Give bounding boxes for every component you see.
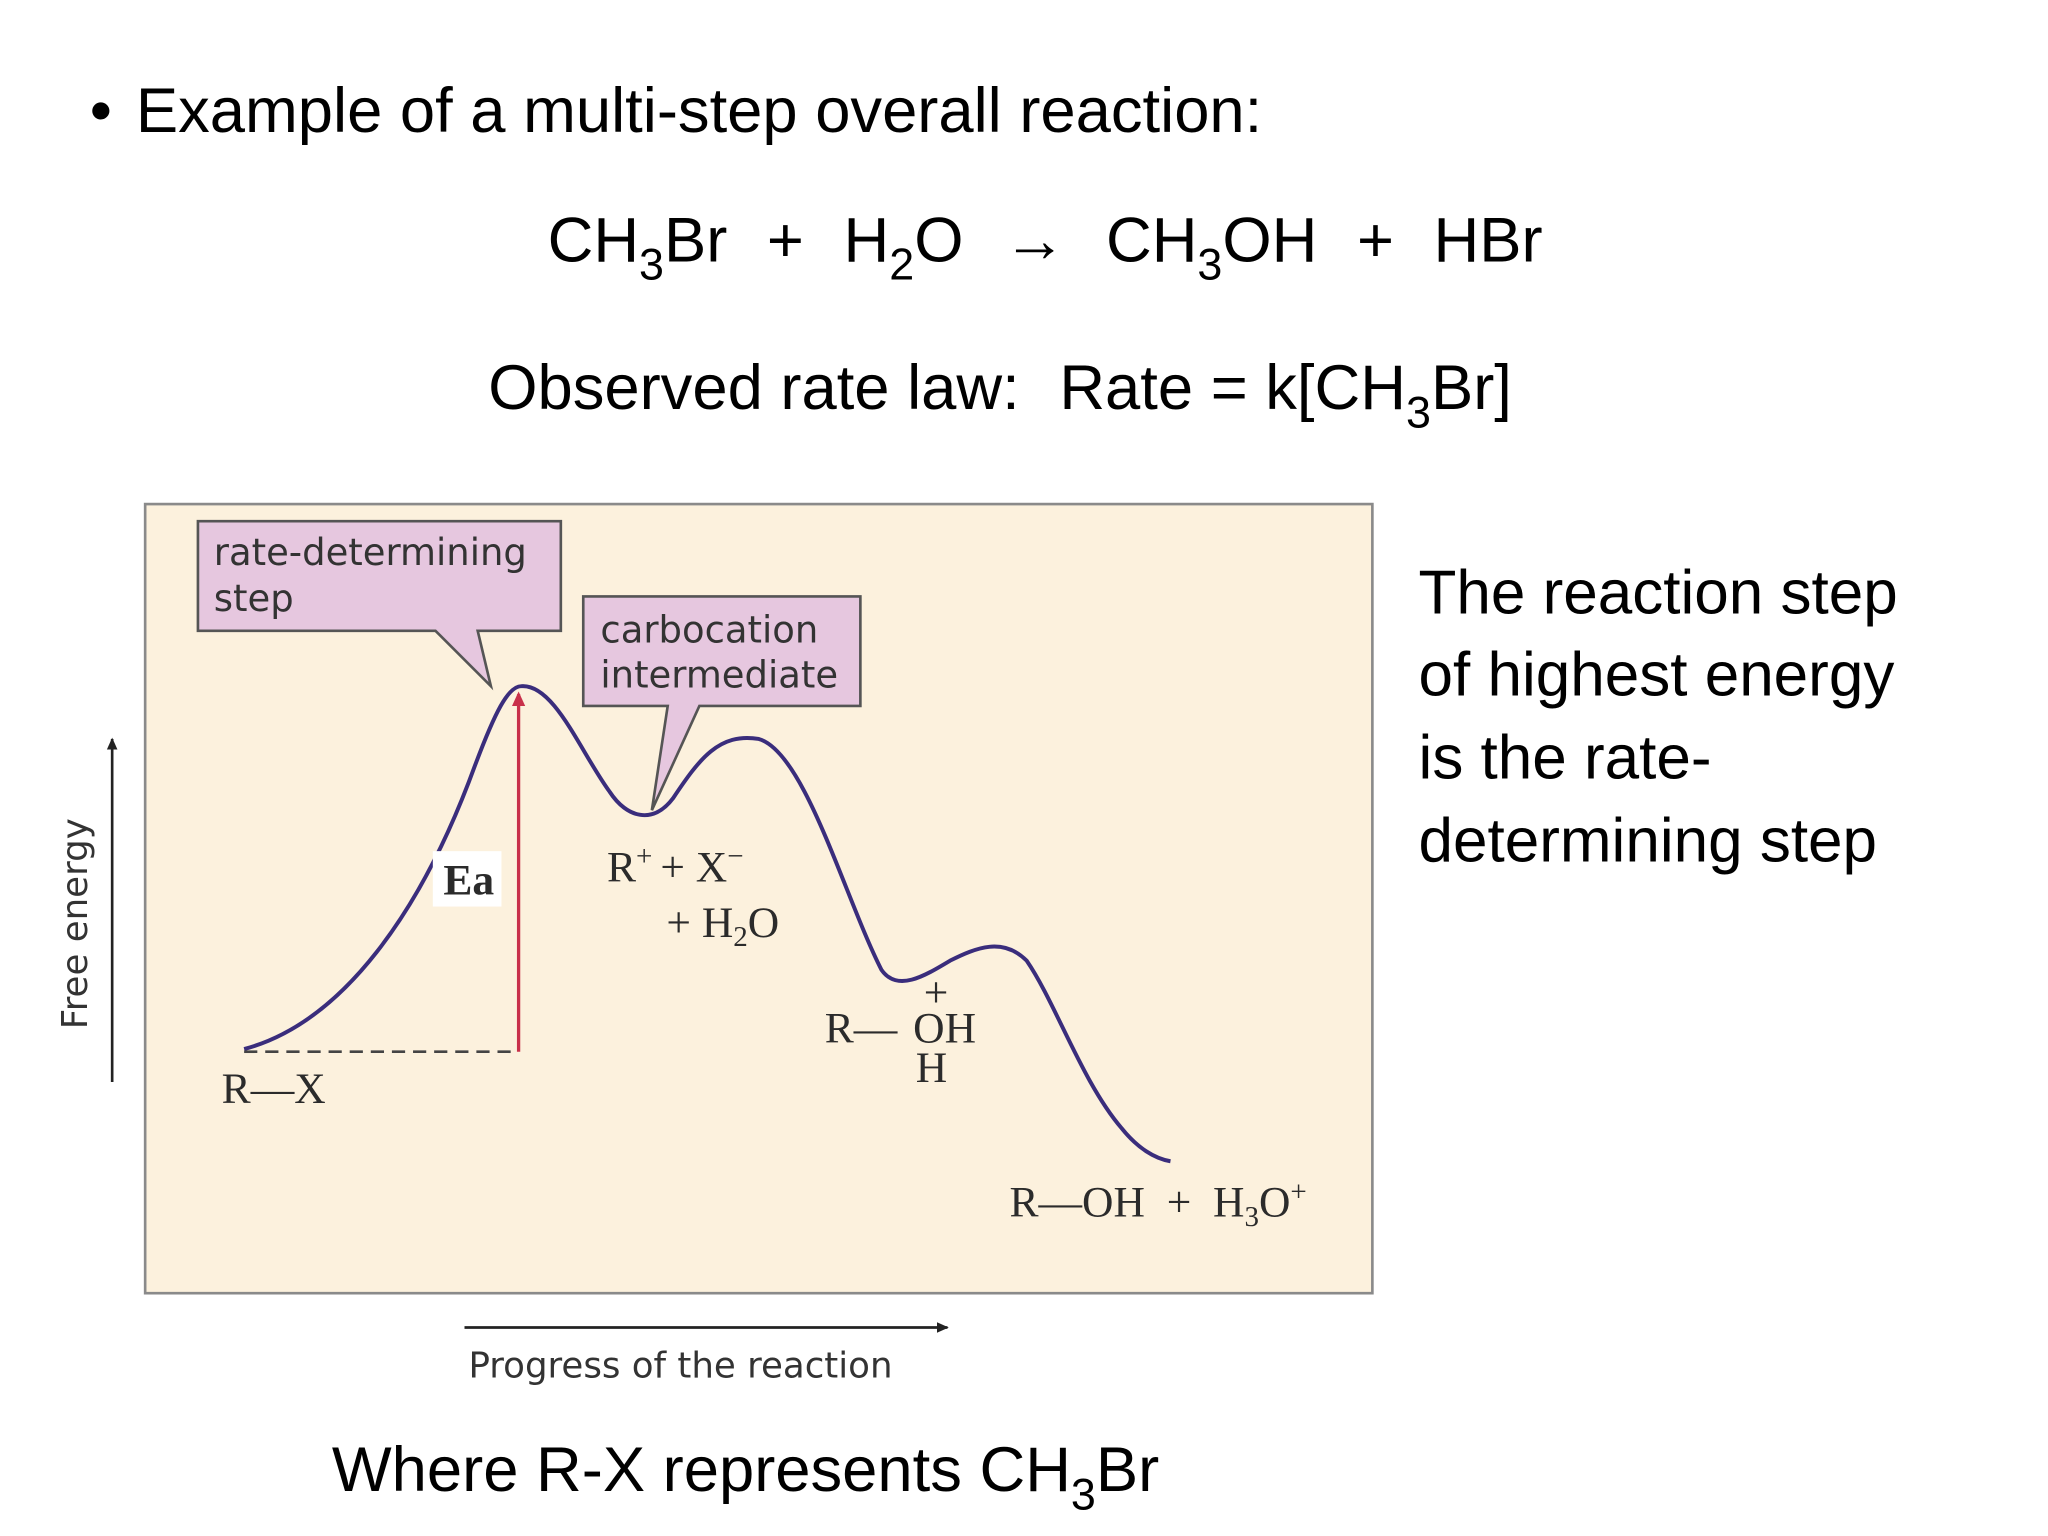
slide-text: • Example of a multi-step overall reacti… <box>90 76 1898 1520</box>
superscript: + <box>924 969 949 1017</box>
energy-diagram: rate-determining step carbocation interm… <box>55 502 1374 1387</box>
subscript: 2 <box>889 239 914 290</box>
operator: + <box>767 205 804 275</box>
products: R—OH + H3O+ <box>1009 1176 1306 1233</box>
rate-law-expression: Br] <box>1431 353 1512 423</box>
protonated: H <box>916 1044 947 1092</box>
species: + H <box>666 899 733 947</box>
callout <box>196 519 563 691</box>
footer-text: Br <box>1096 1435 1159 1505</box>
callout-text: carbocation <box>600 609 818 652</box>
species: O <box>748 899 779 947</box>
subscript: 3 <box>1406 387 1431 438</box>
superscript: + <box>636 841 652 873</box>
protonated: OH <box>913 1004 976 1052</box>
arrow: → <box>1003 205 1066 275</box>
formula: OH <box>1222 205 1317 275</box>
x-axis-label: Progress of the reaction <box>468 1346 892 1387</box>
formula: H <box>844 205 890 275</box>
subscript: 3 <box>1244 1201 1259 1233</box>
callout-text: intermediate <box>600 654 838 697</box>
formula: O <box>914 205 963 275</box>
footer-text: Where R-X represents CH <box>332 1435 1071 1505</box>
subscript: 3 <box>639 239 664 290</box>
species: R—OH + H <box>1009 1179 1244 1227</box>
note-line: determining step <box>1419 807 1878 876</box>
rate-law-expression: Rate = k[CH <box>1059 353 1406 423</box>
heading: Example of a multi-step overall reaction… <box>136 76 1262 146</box>
formula: CH <box>1106 205 1197 275</box>
rate-law: Observed rate law: Rate = k[CH3Br] <box>488 353 1512 437</box>
note-line: of highest energy <box>1419 640 1895 709</box>
callout <box>581 595 862 811</box>
rate-law-label: Observed rate law: <box>488 353 1020 423</box>
footer: Where R-X represents CH3Br <box>332 1435 1159 1519</box>
callout-text: step <box>214 577 294 620</box>
subscript: 2 <box>733 921 748 953</box>
formula: Br <box>664 205 727 275</box>
protonated: R— <box>825 1004 898 1052</box>
formula: HBr <box>1434 205 1543 275</box>
species: + X <box>660 843 727 891</box>
ea-background <box>432 851 502 907</box>
formula: CH <box>548 205 639 275</box>
subscript: 3 <box>1071 1469 1096 1520</box>
equation: CH3Br + H2O → CH3OH + HBr <box>548 205 1543 289</box>
superscript: + <box>1290 1176 1306 1208</box>
callout-text: rate-determining <box>214 531 527 574</box>
ea-label: Ea <box>443 857 494 905</box>
species: R <box>607 843 636 891</box>
species: O <box>1259 1179 1290 1227</box>
y-axis-label: Free energy <box>55 818 96 1029</box>
energy-curve <box>243 684 1171 1164</box>
subscript: 3 <box>1197 239 1222 290</box>
intermediate: + H2O <box>666 899 779 953</box>
intermediate: R+ + X− <box>607 841 744 892</box>
note-line: is the rate- <box>1419 724 1712 793</box>
superscript: − <box>727 841 743 873</box>
reactant: R—X <box>222 1065 326 1113</box>
note-line: The reaction step <box>1419 559 1898 628</box>
bullet: • <box>90 76 112 146</box>
operator: + <box>1357 205 1394 275</box>
